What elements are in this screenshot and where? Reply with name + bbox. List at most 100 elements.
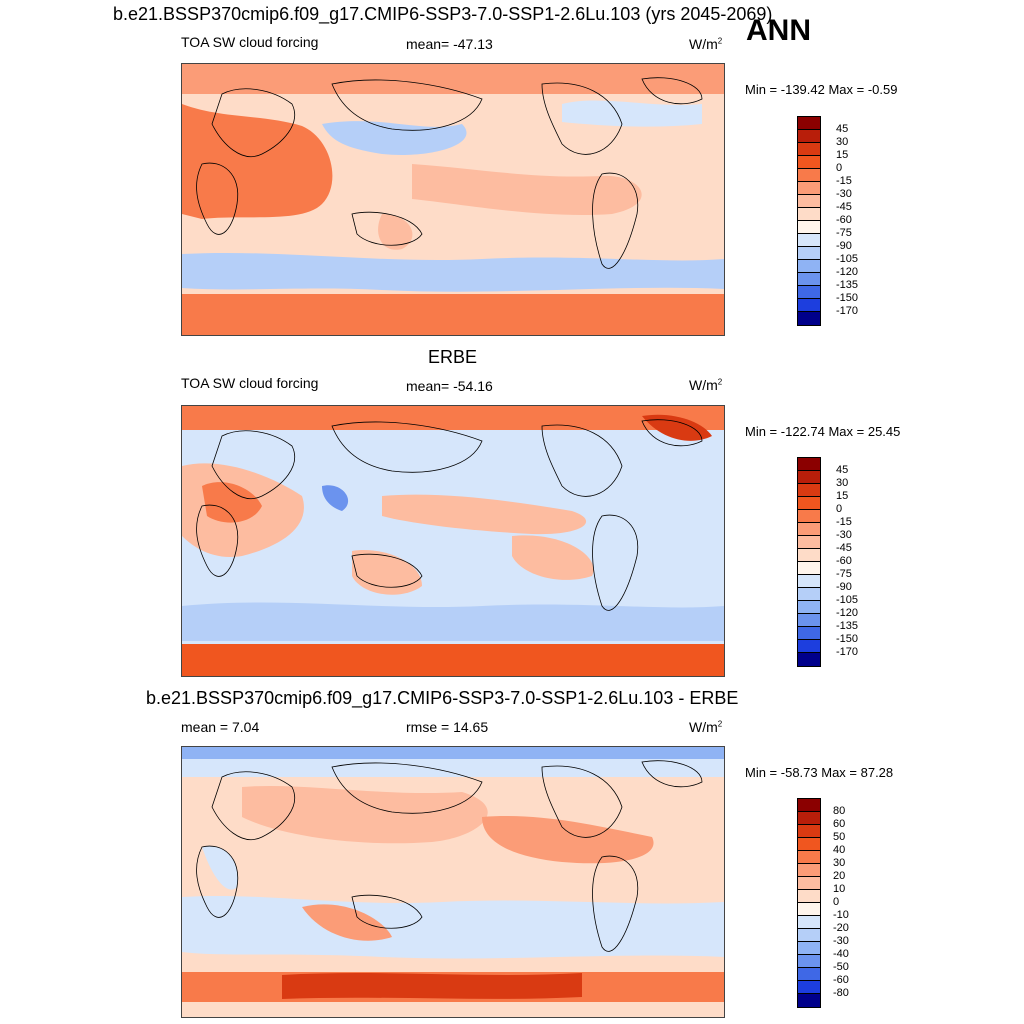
colorbar-tick-label: 30 bbox=[836, 136, 849, 148]
colorbar-swatch bbox=[798, 273, 820, 286]
colorbar-tick-label: -105 bbox=[836, 253, 859, 265]
colorbar-tick-label: -20 bbox=[833, 922, 849, 934]
colorbar-swatch bbox=[798, 916, 820, 929]
colorbar-swatch bbox=[798, 510, 820, 523]
colorbar-tick-label: -90 bbox=[836, 240, 852, 252]
colorbar-swatch bbox=[798, 812, 820, 825]
colorbar-tick-label: 0 bbox=[836, 162, 843, 174]
panel3-heading: b.e21.BSSP370cmip6.f09_g17.CMIP6-SSP3-7.… bbox=[146, 688, 739, 708]
colorbar-tick-label: -30 bbox=[836, 529, 852, 541]
colorbar-swatch bbox=[798, 234, 820, 247]
colorbar-swatch bbox=[798, 864, 820, 877]
colorbar-swatch bbox=[798, 851, 820, 864]
colorbar-swatch bbox=[798, 942, 820, 955]
colorbar-tick-label: -45 bbox=[836, 201, 852, 213]
panel2-field-label: TOA SW cloud forcing bbox=[181, 375, 319, 391]
panel1-field-label: TOA SW cloud forcing bbox=[181, 34, 319, 50]
colorbar-swatch bbox=[798, 260, 820, 273]
colorbar-tick-label: 15 bbox=[836, 149, 849, 161]
colorbar-tick-label: 20 bbox=[833, 870, 846, 882]
panel3-units: W/m2 bbox=[689, 719, 723, 735]
colorbar-swatch bbox=[798, 117, 820, 130]
colorbar-tick-label: 0 bbox=[833, 896, 840, 908]
colorbar-tick-label: -10 bbox=[833, 909, 849, 921]
colorbar-tick-label: -80 bbox=[833, 987, 849, 999]
colorbar-swatch bbox=[798, 182, 820, 195]
colorbar-swatch bbox=[798, 929, 820, 942]
colorbar-tick-label: 45 bbox=[836, 464, 849, 476]
colorbar-tick-label: -15 bbox=[836, 516, 852, 528]
colorbar-tick-label: 40 bbox=[833, 844, 846, 856]
colorbar-swatch bbox=[798, 562, 820, 575]
colorbar-tick-label: -105 bbox=[836, 594, 859, 606]
panel3-colorbar bbox=[797, 798, 821, 1008]
colorbar-swatch bbox=[798, 247, 820, 260]
colorbar-swatch bbox=[798, 208, 820, 221]
colorbar-swatch bbox=[798, 890, 820, 903]
colorbar-swatch bbox=[798, 536, 820, 549]
colorbar-swatch bbox=[798, 981, 820, 994]
colorbar-tick-label: -170 bbox=[836, 305, 859, 317]
panel2-heading: ERBE bbox=[428, 347, 478, 367]
colorbar-swatch bbox=[798, 286, 820, 299]
colorbar-swatch bbox=[798, 484, 820, 497]
colorbar-swatch bbox=[798, 838, 820, 851]
colorbar-tick-label: 60 bbox=[833, 818, 846, 830]
colorbar-tick-label: -40 bbox=[833, 948, 849, 960]
colorbar-swatch bbox=[798, 497, 820, 510]
panel2-units: W/m2 bbox=[689, 377, 723, 393]
colorbar-swatch bbox=[798, 130, 820, 143]
colorbar-tick-label: 15 bbox=[836, 490, 849, 502]
colorbar-swatch bbox=[798, 523, 820, 536]
panel2-map bbox=[181, 405, 725, 677]
colorbar-swatch bbox=[798, 994, 820, 1007]
colorbar-tick-label: -50 bbox=[833, 961, 849, 973]
colorbar-tick-label: 30 bbox=[833, 857, 846, 869]
colorbar-tick-label: -90 bbox=[836, 581, 852, 593]
panel2-colorbar bbox=[797, 457, 821, 667]
colorbar-tick-label: -60 bbox=[833, 974, 849, 986]
colorbar-tick-label: -170 bbox=[836, 646, 859, 658]
colorbar-tick-label: 50 bbox=[833, 831, 846, 843]
colorbar-tick-label: 10 bbox=[833, 883, 846, 895]
colorbar-tick-label: -60 bbox=[836, 214, 852, 226]
colorbar-swatch bbox=[798, 601, 820, 614]
panel1-mean: mean= -47.13 bbox=[406, 36, 493, 52]
colorbar-tick-label: -15 bbox=[836, 175, 852, 187]
colorbar-swatch bbox=[798, 299, 820, 312]
colorbar-swatch bbox=[798, 471, 820, 484]
colorbar-tick-label: -75 bbox=[836, 568, 852, 580]
panel3-mean: mean = 7.04 bbox=[181, 719, 260, 735]
panel1-units: W/m2 bbox=[689, 36, 723, 52]
colorbar-tick-label: -45 bbox=[836, 542, 852, 554]
colorbar-swatch bbox=[798, 169, 820, 182]
colorbar-swatch bbox=[798, 955, 820, 968]
colorbar-tick-label: -60 bbox=[836, 555, 852, 567]
colorbar-swatch bbox=[798, 588, 820, 601]
colorbar-tick-label: -75 bbox=[836, 227, 852, 239]
colorbar-tick-label: -150 bbox=[836, 292, 859, 304]
colorbar-tick-label: -135 bbox=[836, 620, 859, 632]
colorbar-swatch bbox=[798, 799, 820, 812]
panel2-mean: mean= -54.16 bbox=[406, 378, 493, 394]
colorbar-tick-label: -135 bbox=[836, 279, 859, 291]
colorbar-tick-label: -150 bbox=[836, 633, 859, 645]
colorbar-swatch bbox=[798, 575, 820, 588]
colorbar-tick-label: -120 bbox=[836, 607, 859, 619]
colorbar-swatch bbox=[798, 640, 820, 653]
colorbar-swatch bbox=[798, 143, 820, 156]
colorbar-swatch bbox=[798, 312, 820, 325]
colorbar-swatch bbox=[798, 903, 820, 916]
main-title: b.e21.BSSP370cmip6.f09_g17.CMIP6-SSP3-7.… bbox=[113, 4, 773, 24]
panel1-colorbar bbox=[797, 116, 821, 326]
colorbar-tick-label: 80 bbox=[833, 805, 846, 817]
colorbar-swatch bbox=[798, 877, 820, 890]
colorbar-swatch bbox=[798, 627, 820, 640]
colorbar-tick-label: 45 bbox=[836, 123, 849, 135]
colorbar-swatch bbox=[798, 195, 820, 208]
colorbar-swatch bbox=[798, 653, 820, 666]
colorbar-swatch bbox=[798, 549, 820, 562]
colorbar-tick-label: -120 bbox=[836, 266, 859, 278]
colorbar-swatch bbox=[798, 458, 820, 471]
panel3-minmax: Min = -58.73 Max = 87.28 bbox=[745, 765, 894, 780]
